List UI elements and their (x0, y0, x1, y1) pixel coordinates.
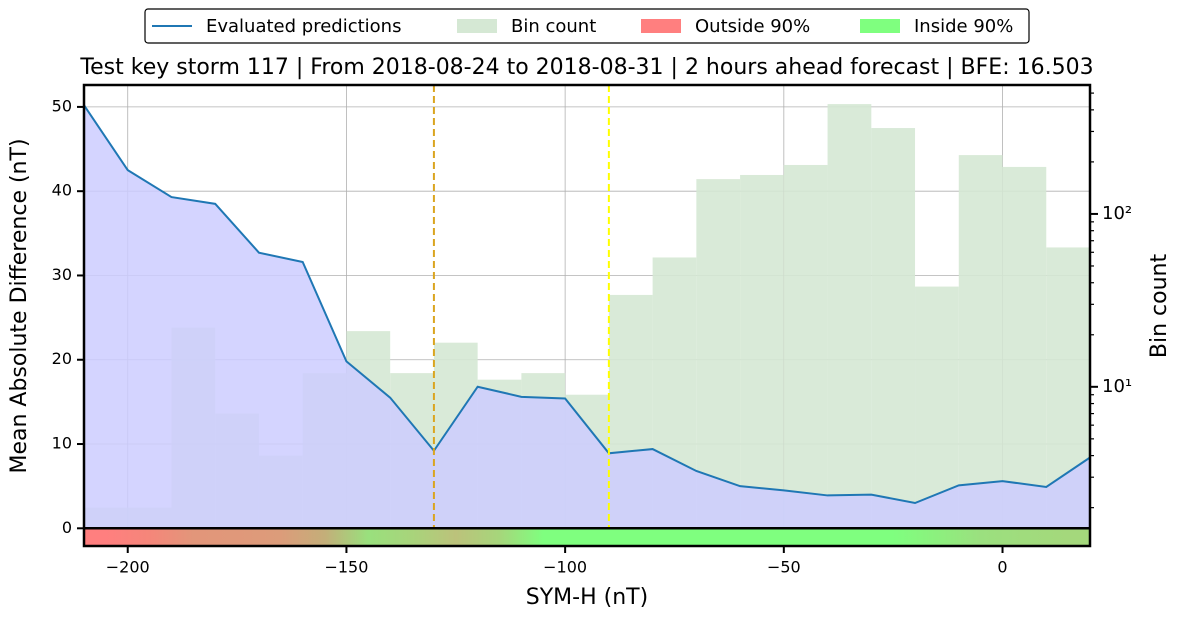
x-tick-label: −100 (543, 558, 587, 577)
y2-axis-label: Bin count (1147, 254, 1172, 359)
y-tick-label: 20 (52, 349, 72, 368)
legend-swatch (641, 19, 681, 33)
line (83, 104, 1091, 505)
y2-tick-label: 10² (1102, 203, 1132, 224)
line-area (84, 105, 1090, 529)
x-tick-label: −150 (324, 558, 368, 577)
histogram-bar (783, 164, 828, 546)
y2-tick-label: 10¹ (1102, 376, 1132, 397)
y-tick-label: 50 (52, 96, 72, 115)
y-axis-label: Mean Absolute Difference (nT) (7, 138, 32, 473)
x-tick-label: −50 (767, 558, 801, 577)
y-tick-label: 0 (62, 518, 72, 537)
legend: Evaluated predictions Bin count Outside 90… (144, 8, 1030, 44)
plot-frame (82, 83, 1092, 548)
histogram-bar (827, 104, 872, 546)
legend-label: Inside 90% (914, 16, 1013, 37)
chart-title: Test key storm 117 | From 2018-08-24 to … (79, 55, 1093, 80)
y-tick-label: 10 (52, 434, 72, 453)
histogram-bar (871, 128, 916, 546)
legend-box (144, 8, 1030, 44)
legend-label: Outside 90% (695, 16, 810, 37)
x-tick-label: 0 (997, 558, 1007, 577)
y-tick-label: 30 (52, 265, 72, 284)
x-tick-label: −200 (106, 558, 150, 577)
legend-swatch (457, 19, 497, 33)
legend-swatch (860, 19, 900, 33)
coverage-band (84, 528, 1090, 546)
histogram-bar (740, 174, 784, 546)
x-axis-label: SYM-H (nT) (526, 585, 648, 610)
legend-label: Bin count (511, 16, 596, 37)
legend-label: Evaluated predictions (206, 16, 401, 37)
y-tick-label: 40 (52, 181, 72, 200)
